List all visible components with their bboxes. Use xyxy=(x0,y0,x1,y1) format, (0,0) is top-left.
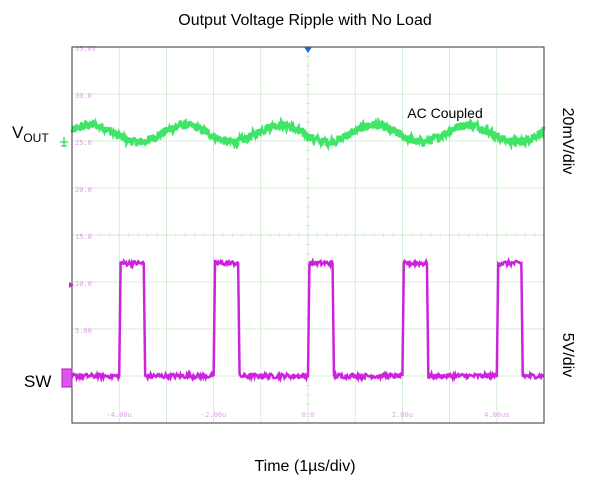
right-label-bottom: 5V/div xyxy=(559,333,576,377)
x-axis-label: Time (1µs/div) xyxy=(254,458,355,475)
vout-label-main: V xyxy=(12,123,24,142)
x-tick-label: -2.00u xyxy=(201,411,226,419)
series-vout-line xyxy=(70,116,546,152)
vout-label-sub: OUT xyxy=(23,131,49,145)
x-tick-labels: -4.00u -2.00u 0.0 2.00u 4.00us xyxy=(107,411,510,419)
y-tick-label: 5.00 xyxy=(75,327,92,335)
trigger-level-marker-icon xyxy=(69,282,74,288)
vout-ground-marker-icon xyxy=(60,137,68,147)
y-tick-label: 30.0 xyxy=(75,92,92,100)
annotation-ac-coupled: AC Coupled xyxy=(407,105,483,121)
right-label-top: 20mV/div xyxy=(559,108,576,175)
vout-channel-label: VOUT xyxy=(12,123,49,145)
y-tick-label: 25.0 xyxy=(75,139,92,147)
x-tick-label: 2.00u xyxy=(392,411,413,419)
sw-channel-label: SW xyxy=(24,372,51,391)
chart-title: Output Voltage Ripple with No Load xyxy=(178,12,432,29)
y-tick-label: 20.0 xyxy=(75,186,92,194)
y-tick-label: 10.0 xyxy=(75,280,92,288)
y-tick-label: 35.0V xyxy=(75,45,97,53)
series-sw-line xyxy=(70,256,545,384)
x-tick-label: 4.00us xyxy=(484,411,509,419)
x-tick-label: 0.0 xyxy=(302,411,315,419)
trigger-marker-icon xyxy=(304,47,312,53)
sw-ground-marker-icon xyxy=(61,368,73,388)
y-tick-label: 15.0 xyxy=(75,233,92,241)
x-tick-label: -4.00u xyxy=(107,411,132,419)
